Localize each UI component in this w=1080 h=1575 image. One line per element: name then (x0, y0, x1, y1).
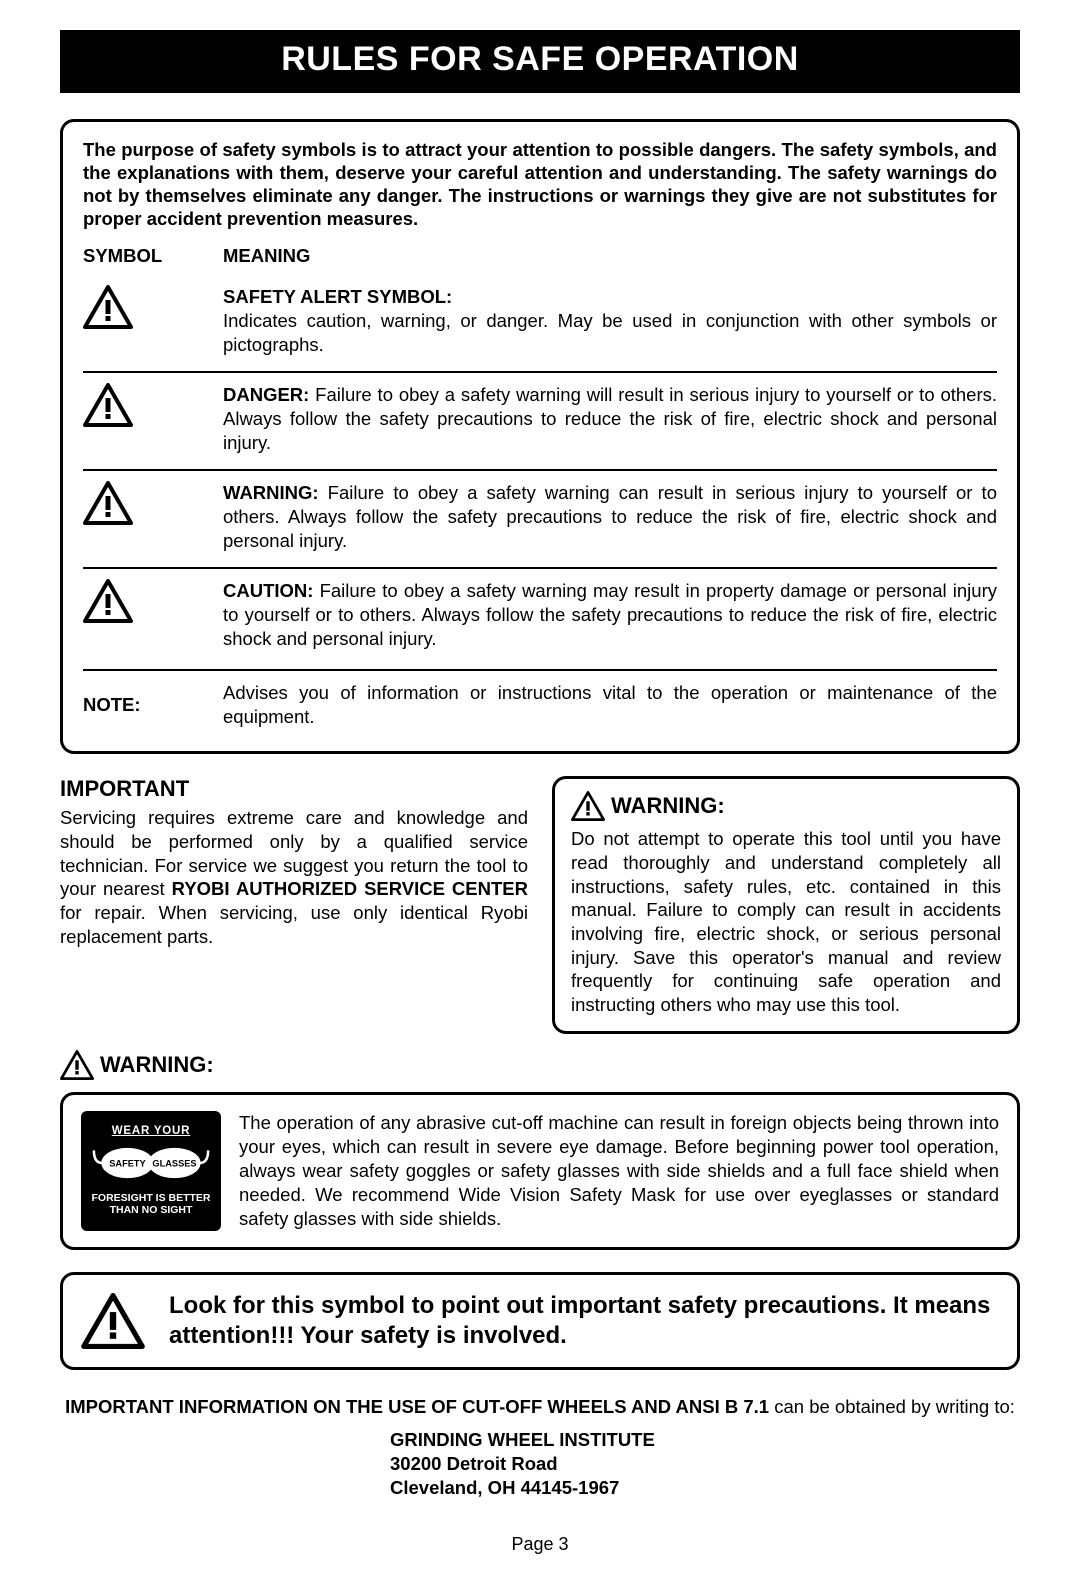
goggles-icon: SAFETY GLASSES (91, 1142, 211, 1184)
warning-heading: WARNING: (571, 791, 1001, 821)
caution-body: Failure to obey a safety warning may res… (223, 580, 997, 649)
important-body: Servicing requires extreme care and know… (60, 806, 528, 948)
addr-line2: 30200 Detroit Road (390, 1452, 1020, 1476)
symbol-definitions-box: The purpose of safety symbols is to attr… (60, 119, 1020, 754)
warning-triangle-icon (83, 481, 223, 525)
row-safety-alert: SAFETY ALERT SYMBOL: Indicates caution, … (83, 275, 997, 373)
meaning-text: WARNING: Failure to obey a safety warnin… (223, 481, 997, 553)
row-note: NOTE: Advises you of information or inst… (83, 671, 997, 751)
note-body: Advises you of information or instructio… (223, 681, 997, 729)
badge-top: WEAR YOUR (112, 1125, 191, 1138)
alert-body: Indicates caution, warning, or danger. M… (223, 310, 997, 355)
meaning-text: DANGER: Failure to obey a safety warning… (223, 383, 997, 455)
row-danger: DANGER: Failure to obey a safety warning… (83, 373, 997, 471)
attention-text: Look for this symbol to point out import… (169, 1291, 999, 1351)
eye-protection-box: WEAR YOUR SAFETY GLASSES FORESIGHT IS BE… (60, 1092, 1020, 1250)
header-symbol: SYMBOL (83, 245, 223, 267)
warning-triangle-icon (571, 791, 605, 821)
address-block: GRINDING WHEEL INSTITUTE 30200 Detroit R… (390, 1428, 1020, 1500)
warning-triangle-icon (83, 579, 223, 623)
intro-paragraph: The purpose of safety symbols is to attr… (83, 138, 997, 231)
caution-lead: CAUTION: (223, 580, 313, 601)
warning-triangle-icon (60, 1050, 94, 1080)
warning-heading-2: WARNING: (60, 1050, 1020, 1080)
svg-text:GLASSES: GLASSES (152, 1159, 196, 1169)
danger-body: Failure to obey a safety warning will re… (223, 384, 997, 453)
warning-triangle-icon (81, 1293, 145, 1349)
warning-label-2: WARNING: (100, 1052, 214, 1078)
attention-box: Look for this symbol to point out import… (60, 1272, 1020, 1370)
alert-lead: SAFETY ALERT SYMBOL: (223, 285, 997, 309)
badge-line2: THAN NO SIGHT (110, 1204, 193, 1216)
two-column-section: IMPORTANT Servicing requires extreme car… (60, 776, 1020, 1033)
warning-body: Do not attempt to operate this tool unti… (571, 827, 1001, 1016)
row-caution: CAUTION: Failure to obey a safety warnin… (83, 569, 997, 669)
ansi-info-line: IMPORTANT INFORMATION ON THE USE OF CUT-… (60, 1396, 1020, 1418)
header-meaning: MEANING (223, 245, 997, 267)
important-text-b: for repair. When servicing, use only ide… (60, 902, 528, 947)
meaning-text: CAUTION: Failure to obey a safety warnin… (223, 579, 997, 651)
meaning-text: SAFETY ALERT SYMBOL: Indicates caution, … (223, 285, 997, 357)
addr-line1: GRINDING WHEEL INSTITUTE (390, 1428, 1020, 1452)
important-section: IMPORTANT Servicing requires extreme car… (60, 776, 528, 1033)
warning-label: WARNING: (611, 793, 725, 819)
page-title: RULES FOR SAFE OPERATION (60, 30, 1020, 93)
warning-body: Failure to obey a safety warning can res… (223, 482, 997, 551)
important-heading: IMPORTANT (60, 776, 528, 802)
ansi-rest: can be obtained by writing to: (769, 1396, 1015, 1417)
warning-callout: WARNING: Do not attempt to operate this … (552, 776, 1020, 1033)
eye-protection-text: The operation of any abrasive cut-off ma… (239, 1111, 999, 1231)
warning-triangle-icon (83, 383, 223, 427)
important-bold: RYOBI AUTHORIZED SERVICE CENTER (172, 878, 528, 899)
ansi-bold: IMPORTANT INFORMATION ON THE USE OF CUT-… (65, 1396, 769, 1417)
badge-line1: FORESIGHT IS BETTER (91, 1192, 210, 1204)
page-number: Page 3 (60, 1534, 1020, 1555)
table-header: SYMBOL MEANING (83, 245, 997, 275)
warning-triangle-icon (83, 285, 223, 329)
safety-glasses-badge: WEAR YOUR SAFETY GLASSES FORESIGHT IS BE… (81, 1111, 221, 1231)
row-warning: WARNING: Failure to obey a safety warnin… (83, 471, 997, 569)
svg-text:SAFETY: SAFETY (109, 1159, 146, 1169)
danger-lead: DANGER: (223, 384, 309, 405)
note-label: NOTE: (83, 694, 223, 716)
warning-lead: WARNING: (223, 482, 319, 503)
addr-line3: Cleveland, OH 44145-1967 (390, 1476, 1020, 1500)
